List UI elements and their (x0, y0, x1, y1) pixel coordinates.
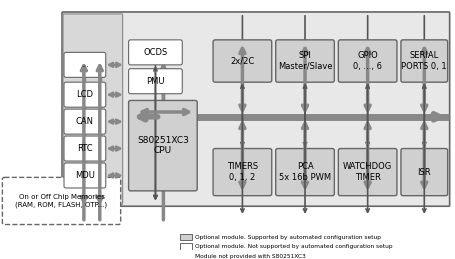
FancyBboxPatch shape (400, 149, 447, 196)
FancyBboxPatch shape (64, 136, 106, 161)
Bar (180, 253, 192, 259)
Text: SPI
Master/Slave: SPI Master/Slave (277, 51, 332, 71)
FancyBboxPatch shape (64, 163, 106, 188)
FancyBboxPatch shape (63, 14, 122, 204)
FancyBboxPatch shape (64, 82, 106, 107)
FancyBboxPatch shape (275, 40, 334, 82)
FancyBboxPatch shape (400, 40, 447, 82)
Text: RTC: RTC (77, 144, 92, 153)
Text: 2x/2C: 2x/2C (230, 56, 254, 66)
Text: GPIO
0, ..., 6: GPIO 0, ..., 6 (352, 51, 381, 71)
FancyBboxPatch shape (64, 109, 106, 134)
Text: MDU: MDU (75, 171, 95, 180)
Text: ISR: ISR (417, 168, 430, 177)
Text: ...: ... (81, 60, 89, 69)
Bar (180, 243, 192, 250)
FancyBboxPatch shape (212, 149, 271, 196)
Bar (180, 234, 192, 240)
FancyBboxPatch shape (128, 40, 182, 65)
Text: PCA
5x 16b PWM: PCA 5x 16b PWM (278, 162, 330, 182)
FancyBboxPatch shape (62, 12, 449, 206)
FancyBboxPatch shape (275, 149, 334, 196)
Text: On or Off Chip Memories
(RAM, ROM, FLASH, OTP...): On or Off Chip Memories (RAM, ROM, FLASH… (15, 194, 107, 208)
Text: Module not provided with S80251XC3: Module not provided with S80251XC3 (195, 254, 305, 259)
Text: CAN: CAN (76, 117, 94, 126)
Text: OCDS: OCDS (143, 48, 167, 57)
Text: WATCHDOG
TIMER: WATCHDOG TIMER (342, 162, 391, 182)
FancyBboxPatch shape (2, 177, 121, 225)
FancyBboxPatch shape (128, 100, 197, 191)
FancyBboxPatch shape (338, 40, 396, 82)
FancyBboxPatch shape (212, 40, 271, 82)
Text: LCD: LCD (76, 90, 93, 99)
Text: TIMERS
0, 1, 2: TIMERS 0, 1, 2 (226, 162, 258, 182)
Text: Optional module. Supported by automated configuration setup: Optional module. Supported by automated … (195, 235, 380, 240)
Text: S80251XC3
CPU: S80251XC3 CPU (136, 136, 188, 155)
FancyBboxPatch shape (64, 52, 106, 77)
Text: PMU: PMU (146, 77, 164, 86)
Text: SERIAL
PORTS 0, 1: SERIAL PORTS 0, 1 (400, 51, 446, 71)
FancyBboxPatch shape (338, 149, 396, 196)
FancyBboxPatch shape (128, 69, 182, 94)
Text: Optional module. Not supported by automated configuration setup: Optional module. Not supported by automa… (195, 244, 392, 249)
